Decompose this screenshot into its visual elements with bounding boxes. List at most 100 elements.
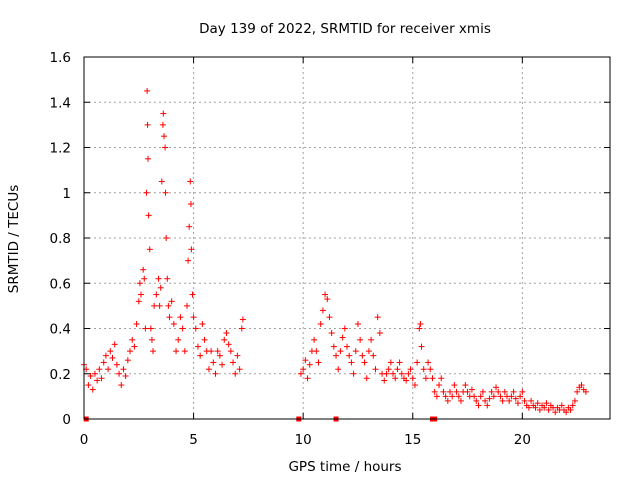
data-point [365,348,372,355]
data-point [447,388,454,395]
data-point [372,366,379,373]
data-point [431,388,438,395]
data-point [89,386,96,393]
data-point [137,291,144,298]
data-point [144,155,151,162]
data-point [363,375,370,382]
data-point [313,348,320,355]
x-tick-label: 20 [514,432,531,448]
data-point [87,373,94,380]
data-point [482,397,489,404]
data-point [486,395,493,402]
data-point [532,404,539,411]
data-point [525,404,532,411]
data-point [197,352,204,359]
data-point [552,409,559,416]
data-point [468,386,475,393]
data-point [91,370,98,377]
data-point [352,348,359,355]
data-point [230,359,237,366]
data-point [499,397,506,404]
data-point [333,352,340,359]
data-point [94,377,101,384]
data-point [186,223,193,230]
data-point [433,393,440,400]
data-point [98,375,105,382]
data-point [187,201,194,208]
data-point [173,348,180,355]
data-point [473,397,480,404]
x-tick-label: 15 [404,432,421,448]
data-point [571,397,578,404]
data-point [484,402,491,409]
data-point [151,302,158,309]
data-point [528,397,535,404]
data-point [315,359,322,366]
data-point [238,325,245,332]
data-point [390,370,397,377]
data-point [170,320,177,327]
data-point [453,388,460,395]
data-point [376,330,383,337]
data-point [144,121,151,128]
data-point [545,406,552,413]
data-point [438,375,445,382]
data-point [147,325,154,332]
data-point [422,375,429,382]
data-point [142,325,149,332]
data-point [488,388,495,395]
data-point [306,361,313,368]
data-point [471,393,478,400]
data-point [163,235,170,241]
data-point [136,280,143,287]
data-point [479,388,486,395]
data-point [208,348,215,355]
data-point [427,366,434,373]
data-point [127,348,134,355]
data-point [145,212,152,219]
y-tick-label: 1 [62,186,71,202]
data-point [411,382,418,389]
data-point [164,275,171,282]
data-point [569,402,576,409]
data-point [409,375,416,382]
data-point [311,336,318,343]
data-point [416,325,423,332]
data-point [337,348,344,355]
data-point [521,397,528,404]
data-point [140,266,147,273]
data-point [135,298,142,305]
data-point [144,87,151,94]
data-point [189,291,196,298]
data-point [508,393,515,400]
data-point [212,370,219,377]
x-tick-label: 0 [80,432,89,448]
grid-lines [84,57,610,419]
data-point [96,366,103,373]
data-point [107,348,114,355]
data-point [339,334,346,341]
data-point [574,388,581,395]
data-point [162,189,169,196]
data-point [457,397,464,404]
data-point [192,325,199,332]
data-point [236,366,243,373]
data-point [510,388,517,395]
x-tick-label: 5 [189,432,198,448]
data-point [124,357,131,364]
data-point [354,320,361,327]
data-point [160,133,167,140]
data-point [227,348,234,355]
data-point [536,406,543,413]
data-point [383,370,390,377]
data-points [81,87,589,422]
data-point [319,307,326,314]
data-point [150,348,157,355]
data-point [205,366,212,373]
data-point [425,359,432,366]
data-point [175,336,182,343]
data-point [417,320,424,327]
data-point [381,377,388,384]
data-point [146,246,153,253]
